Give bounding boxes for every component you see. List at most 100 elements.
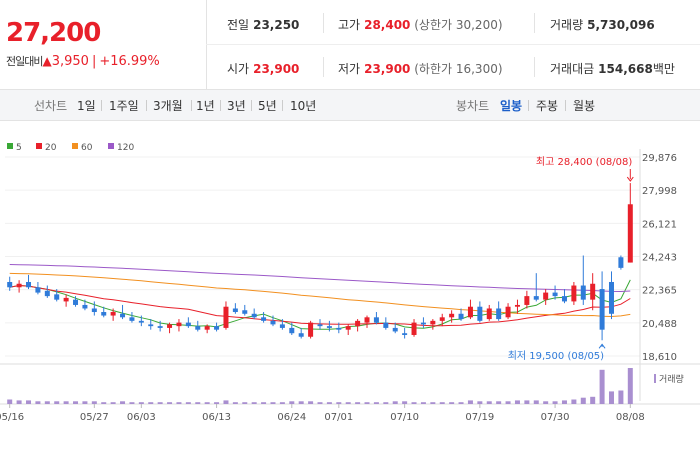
divider [251,100,252,111]
candle-body [420,322,426,325]
low-price: 저가 23,900 (하한가 16,300) [338,60,503,77]
candle-body [195,326,201,330]
volume-bar [176,402,182,404]
lower-limit: (하한가 16,300) [414,62,503,76]
candle-body [392,327,398,332]
prev-close-value: 23,250 [253,18,300,32]
period-10y[interactable]: 10년 [290,99,317,113]
candle-body [590,283,596,300]
change-row: 전일대비▲3,950 | +16.99% [6,53,160,69]
annotations: 최고 28,400 (08/08) 최저 19,500 (08/05) [508,156,634,362]
candle-body [157,326,163,328]
volume-info: 거래량 5,730,096 [550,16,655,33]
candle-body [120,313,126,318]
candle-body [477,306,483,321]
volume-bar [167,402,173,404]
period-3m[interactable]: 3개월 [153,99,183,113]
candle-chart-label: 봉차트 [456,99,490,113]
y-axis: 29,876 27,998 26,121 24,243 22,365 20,488 18,6… [642,153,677,363]
period-5y[interactable]: 5년 [258,99,277,113]
candle-body [317,324,323,327]
volume-bar [195,402,201,404]
volume-bar [514,400,520,404]
candle-body [204,326,210,330]
prev-close-label: 전일 [227,18,250,32]
volume-bar [505,401,511,404]
tab-monthly[interactable]: 월봉 [573,99,596,113]
volume-bar [392,401,398,404]
amount-unit: 백만 [652,62,675,76]
high-arrow-icon [626,176,634,182]
candle-body [176,322,182,327]
volume-bar [467,400,473,404]
volume-label: 거래량 [550,18,584,32]
volume-bar [486,401,492,404]
candle-body [82,304,88,309]
divider [191,100,192,111]
x-tick-label: 07/10 [390,412,419,423]
y-tick-label: 29,876 [642,153,677,164]
period-3y[interactable]: 3년 [227,99,246,113]
candle-body [16,283,22,288]
x-tick-label: 06/24 [277,412,306,423]
volume-bar [430,402,436,404]
candle-body [214,326,220,330]
tab-daily[interactable]: 일봉 [500,99,523,113]
candle-body [101,312,107,316]
tab-weekly[interactable]: 주봉 [536,99,559,113]
volume-bar [608,391,614,404]
up-arrow-icon: ▲ [42,54,52,68]
x-tick-label: 06/03 [127,412,156,423]
candle-body [270,320,276,325]
candle-body [44,290,50,297]
candle-body [251,313,257,318]
divider [323,57,324,77]
volume-bar [138,402,144,404]
candle-body [430,320,436,325]
change-separator: | [91,54,97,69]
volume-bar [204,402,210,404]
x-tick-label: 06/13 [202,412,231,423]
period-1w[interactable]: 1주일 [109,99,139,113]
volume-bar [261,402,267,404]
legend-swatch [108,143,114,149]
divider [146,100,147,111]
volume-bar [317,402,323,404]
high-label: 고가 [338,18,361,32]
change-percent: +16.99% [99,54,160,69]
volume-bar [561,400,567,404]
candle-body [326,326,332,328]
volume-bar [26,400,32,404]
volume-bar [496,401,502,404]
divider [565,100,566,111]
period-1d[interactable]: 1일 [77,99,96,113]
candle-body [383,322,389,328]
period-1y[interactable]: 1년 [196,99,215,113]
high-price: 고가 28,400 (상한가 30,200) [338,16,503,33]
volume-bar [223,400,229,404]
high-value: 28,400 [364,18,411,32]
volume-bar [439,402,445,404]
divider [528,100,529,111]
legend-swatch [7,143,13,149]
change-label: 전일대비 [6,55,43,68]
volume-bar [618,390,624,404]
y-tick-label: 18,610 [642,352,677,363]
candle-body [608,281,614,314]
candle-body [411,322,417,335]
x-tick-label: 08/08 [616,412,645,423]
candle-body [599,289,605,330]
candle-body [242,310,248,314]
volume-bar [552,401,558,404]
candle-body [308,322,314,337]
ma-legend: 5 20 60 120 [7,143,134,153]
current-price: 27,200 [6,18,101,48]
low-value: 23,900 [364,62,411,76]
price-box: 27,200 전일대비▲3,950 | +16.99% [0,0,207,89]
volume-bar [345,402,351,404]
open-price: 시가 23,900 [227,60,299,77]
volume-bar [16,400,22,404]
volume-bar [477,401,483,404]
line-chart-label: 선차트 [34,99,68,113]
open-value: 23,900 [253,62,300,76]
